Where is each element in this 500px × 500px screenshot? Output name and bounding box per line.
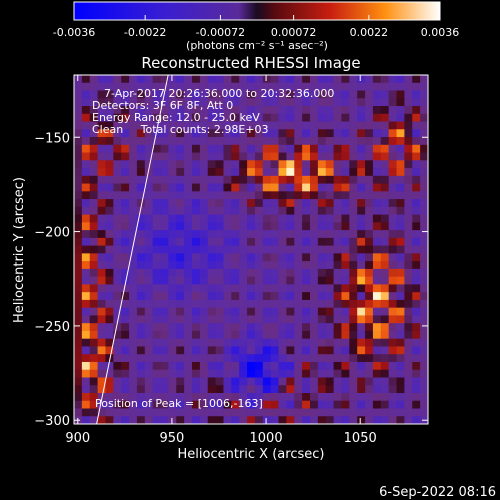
y-axis-ticks: −300 −250 −200 −150 [34, 131, 428, 429]
chart-title: Reconstructed RHESSI Image [141, 54, 360, 72]
solar-limb-line [96, 75, 169, 424]
x-axis-ticks: 900 950 1000 1050 [65, 75, 377, 446]
heatmap-cells [74, 75, 428, 424]
info-time-range: 7-Apr-2017 20:26:36.000 to 20:32:36.000 [104, 87, 334, 100]
y-tick-label: −150 [34, 131, 70, 146]
y-axis-label: Heliocentric Y (arcsec) [12, 177, 27, 323]
colorbar-label: (photons cm⁻² s⁻¹ asec⁻²) [186, 39, 328, 52]
y-tick-label: −300 [34, 414, 70, 429]
info-detectors: Detectors: 3F 6F 8F, Att 0 [92, 99, 233, 112]
colorbar-tick-label: 0.0036 [421, 26, 460, 39]
colorbar [73, 1, 441, 21]
x-tick-label: 1000 [250, 431, 283, 446]
peak-position-label: Position of Peak = [1006,-163] [95, 397, 263, 410]
info-energy-range: Energy Range: 12.0 - 25.0 keV [92, 111, 260, 124]
x-tick-label: 900 [65, 431, 90, 446]
x-tick-label: 950 [160, 431, 185, 446]
info-clean-counts: Clean Total counts: 2.98E+03 [92, 123, 269, 136]
x-axis-label: Heliocentric X (arcsec) [178, 447, 325, 462]
colorbar-tick-label: -0.0036 [53, 26, 95, 39]
plot-frame [73, 74, 429, 425]
heatmap-plot [74, 75, 428, 424]
colorbar-tick-label: 0.00072 [271, 26, 317, 39]
colorbar-ticks: -0.0036 -0.0022 -0.00072 0.00072 0.0022 0.003… [53, 15, 459, 39]
y-tick-label: −250 [34, 320, 70, 335]
colorbar-tick-label: -0.00072 [196, 26, 245, 39]
colorbar-tick-label: -0.0022 [124, 26, 166, 39]
x-tick-label: 1050 [344, 431, 377, 446]
plot-timestamp: 6-Sep-2022 08:16 [379, 485, 496, 500]
colorbar-tick-label: 0.0022 [350, 26, 389, 39]
y-tick-label: −200 [34, 226, 70, 241]
